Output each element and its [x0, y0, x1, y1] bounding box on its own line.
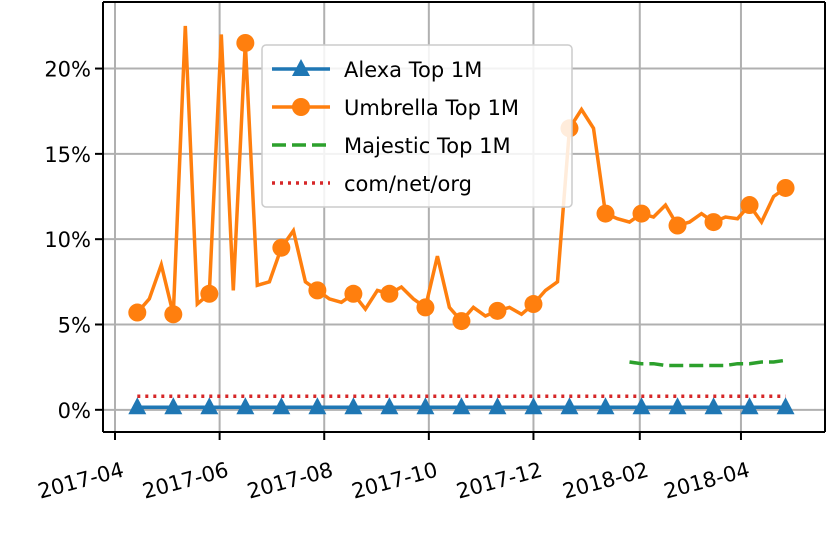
x-tick-label: 2017-08: [245, 458, 336, 504]
marker: [292, 98, 310, 116]
marker: [164, 397, 183, 415]
marker: [128, 397, 147, 415]
marker: [596, 397, 615, 415]
marker: [488, 301, 507, 320]
marker: [776, 397, 795, 415]
legend-label: Umbrella Top 1M: [344, 96, 519, 120]
marker: [380, 397, 399, 415]
legend-label: Alexa Top 1M: [344, 58, 482, 82]
marker: [452, 397, 471, 415]
marker: [272, 238, 291, 257]
y-tick-label: 10%: [44, 228, 91, 252]
legend-label: Majestic Top 1M: [344, 134, 511, 158]
marker: [236, 33, 255, 52]
y-tick-label: 15%: [44, 143, 91, 167]
marker: [272, 397, 291, 415]
marker: [488, 397, 507, 415]
marker: [380, 284, 399, 303]
marker: [524, 295, 543, 314]
marker: [668, 397, 687, 415]
marker: [740, 196, 759, 215]
marker: [560, 397, 579, 415]
marker: [164, 305, 183, 324]
x-tick-label: 2018-02: [560, 458, 651, 504]
legend-frame: [261, 44, 573, 208]
marker: [704, 213, 723, 232]
x-tick-label: 2017-12: [454, 458, 545, 504]
y-tick-label: 0%: [58, 399, 91, 423]
marker: [632, 204, 651, 223]
marker: [416, 397, 435, 415]
marker: [776, 178, 795, 197]
x-tick-label: 2017-06: [140, 458, 231, 504]
marker: [632, 397, 651, 415]
marker: [524, 397, 543, 415]
marker: [740, 397, 759, 415]
y-tick-label: 20%: [44, 58, 91, 82]
marker: [200, 284, 219, 303]
marker: [236, 397, 255, 415]
series-line: [629, 358, 786, 368]
legend: Alexa Top 1M Umbrella Top 1M Majestic Top …: [261, 44, 573, 208]
marker: [344, 397, 363, 415]
marker: [704, 397, 723, 415]
legend-label: com/net/org: [344, 172, 472, 196]
x-tick-label: 2017-04: [35, 458, 126, 504]
marker: [344, 284, 363, 303]
marker: [452, 312, 471, 331]
marker: [200, 397, 219, 415]
marker: [596, 204, 615, 223]
marker: [416, 298, 435, 317]
marker: [308, 281, 327, 300]
marker: [128, 303, 147, 322]
x-tick-label: 2018-04: [661, 458, 752, 504]
y-tick-label: 5%: [58, 314, 91, 338]
marker: [292, 59, 310, 76]
marker: [668, 216, 687, 235]
marker: [308, 397, 327, 415]
x-tick-label: 2017-10: [349, 458, 440, 504]
